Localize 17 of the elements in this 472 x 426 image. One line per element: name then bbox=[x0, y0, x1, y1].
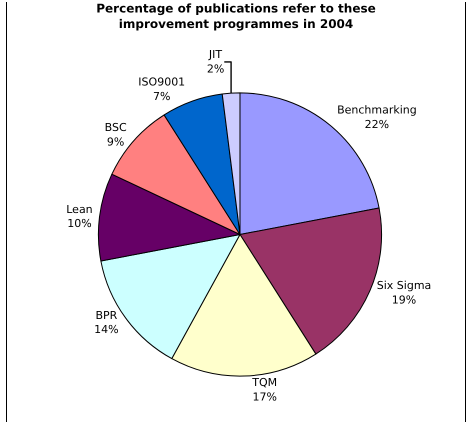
data-label: 10% bbox=[67, 217, 92, 230]
data-label: 17% bbox=[252, 390, 277, 404]
data-label: 14% bbox=[94, 323, 119, 336]
data-label: 9% bbox=[106, 136, 124, 149]
slice-label: BSC bbox=[104, 121, 127, 134]
slice-label: Six Sigma bbox=[376, 279, 432, 292]
slice-label: TQM bbox=[251, 376, 278, 390]
chart-title: Percentage of publications refer to these improvement programmes in 2004 bbox=[96, 2, 376, 32]
slice-label: Benchmarking bbox=[337, 104, 417, 117]
data-label: 19% bbox=[392, 294, 416, 307]
slice-label: ISO9001 bbox=[138, 76, 186, 89]
slice-label: Lean bbox=[66, 202, 93, 216]
slice-label: JIT bbox=[208, 48, 222, 62]
data-label: 2% bbox=[206, 62, 224, 76]
slice-label: BPR bbox=[95, 308, 118, 322]
data-label: 7% bbox=[153, 90, 170, 103]
data-label: 22% bbox=[364, 118, 390, 131]
